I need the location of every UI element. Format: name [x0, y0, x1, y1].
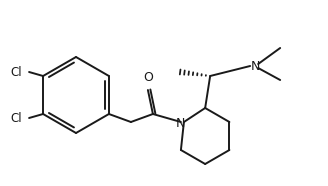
Text: N: N	[251, 60, 260, 73]
Text: O: O	[143, 71, 153, 84]
Text: N: N	[176, 116, 186, 129]
Text: Cl: Cl	[10, 65, 22, 78]
Text: Cl: Cl	[10, 111, 22, 124]
